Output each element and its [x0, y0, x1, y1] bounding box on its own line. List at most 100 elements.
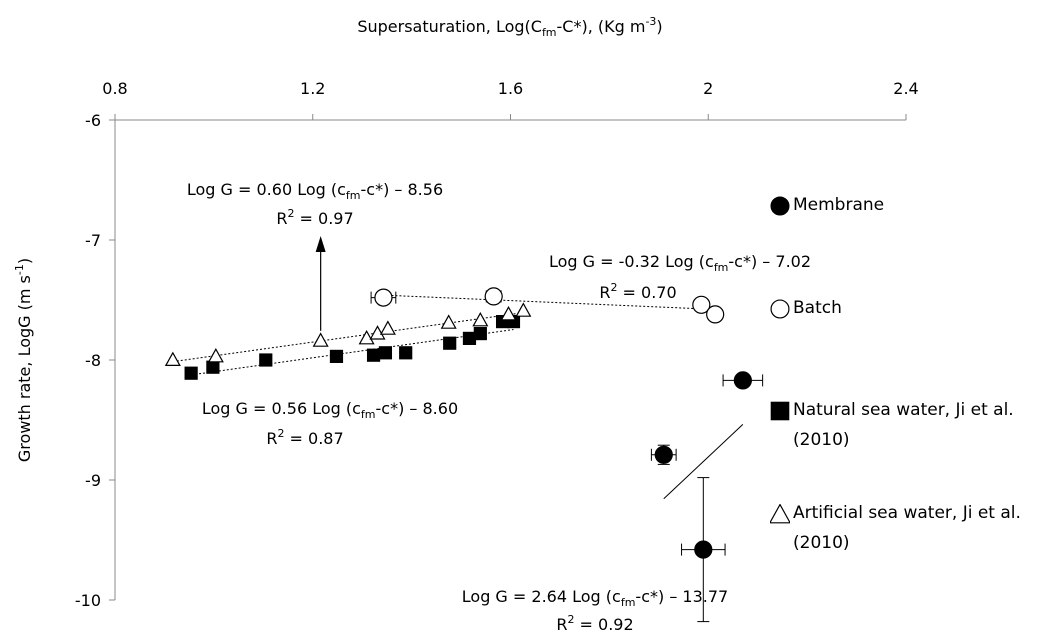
- annotation-part: fm: [714, 261, 729, 274]
- point: [654, 445, 673, 464]
- annotation: R2 = 0.87: [266, 427, 343, 448]
- annotation-part: = 0.87: [284, 429, 343, 448]
- legend-label: Batch: [793, 298, 842, 318]
- trend-line: [172, 312, 524, 363]
- point: [770, 504, 790, 524]
- annotation: R2 = 0.92: [556, 613, 633, 634]
- point: [259, 353, 273, 367]
- point: [207, 347, 224, 363]
- point: [184, 366, 198, 380]
- point: [366, 348, 381, 362]
- arrow-head: [315, 236, 326, 252]
- point: [374, 288, 393, 307]
- x-axis-title-part: Supersaturation, Log(C: [357, 17, 542, 36]
- point: [472, 311, 489, 327]
- point: [329, 349, 344, 363]
- legend-marker: [770, 401, 790, 421]
- x-axis-title-part: -3: [645, 15, 656, 28]
- point: [770, 401, 790, 421]
- point: [770, 299, 790, 319]
- point: [500, 305, 517, 321]
- point: [369, 325, 386, 340]
- annotation-part: R: [599, 283, 610, 302]
- point: [378, 346, 393, 360]
- x-tick-label: 0.8: [102, 79, 127, 98]
- point: [379, 320, 396, 335]
- trend-line: [383, 294, 716, 310]
- annotation-part: 2: [277, 427, 284, 440]
- annotation-part: fm: [361, 408, 376, 421]
- y-tick-label: -7: [85, 231, 101, 250]
- annotation: Log G = -0.32 Log (cfm-c*) – 7.02: [549, 252, 811, 274]
- y-axis-title-part: -1: [13, 264, 26, 275]
- y-tick-label: -10: [75, 591, 101, 610]
- point: [462, 331, 477, 345]
- legend-label: Membrane: [793, 195, 885, 215]
- point: [694, 540, 713, 559]
- point: [399, 346, 413, 360]
- annotation-part: -c*) – 7.02: [728, 252, 811, 271]
- annotation-part: -c*) – 8.60: [376, 399, 459, 418]
- annotation-part: fm: [621, 596, 636, 609]
- annotation: Log G = 0.56 Log (cfm-c*) – 8.60: [202, 399, 458, 421]
- annotation-part: R: [556, 615, 567, 634]
- x-axis-title: Supersaturation, Log(Cfm-C*), (Kg m-3): [357, 15, 662, 39]
- annotation: Log G = 2.64 Log (cfm-c*) – 13.77: [462, 587, 728, 609]
- point: [733, 371, 752, 390]
- legend-marker: [770, 504, 790, 524]
- annotation-part: 2: [287, 207, 294, 220]
- annotation-part: R: [266, 429, 277, 448]
- y-axis-title-part: Growth rate, LogG (m s: [15, 275, 34, 462]
- y-tick-label: -6: [85, 111, 101, 130]
- annotation-part: = 0.97: [294, 209, 353, 228]
- annotation-part: R: [276, 209, 287, 228]
- annotation: Log G = 0.60 Log (cfm-c*) – 8.56: [187, 180, 443, 202]
- point: [770, 196, 790, 216]
- trend-line: [663, 424, 744, 500]
- x-axis-title-part: fm: [542, 26, 557, 39]
- x-tick-label: 1.6: [498, 79, 523, 98]
- point: [443, 336, 457, 350]
- point: [312, 332, 329, 347]
- y-axis-title-part: ): [15, 258, 34, 264]
- legend-label: Artificial sea water, Ji et al. (2010): [793, 503, 1021, 553]
- point: [164, 351, 181, 366]
- x-tick-label: 1.2: [300, 79, 325, 98]
- legend-item: Natural sea water, Ji et al. (2010): [770, 395, 1043, 455]
- annotation-part: Log G = 0.56 Log (c: [202, 399, 361, 418]
- legend-item: Membrane: [770, 190, 884, 220]
- legend-marker: [770, 196, 790, 216]
- x-axis-title-part: -C*), (Kg m: [557, 17, 646, 36]
- legend-label: Natural sea water, Ji et al. (2010): [793, 400, 1014, 450]
- annotation: R2 = 0.70: [599, 281, 676, 302]
- point: [206, 360, 220, 374]
- annotation-part: Log G = 0.60 Log (c: [187, 180, 346, 199]
- legend-item: Artificial sea water, Ji et al. (2010): [770, 498, 1043, 558]
- point: [440, 314, 457, 329]
- point: [692, 295, 711, 314]
- point: [706, 305, 725, 324]
- annotation-part: fm: [346, 189, 361, 202]
- point: [473, 327, 487, 341]
- annotation-part: 2: [567, 613, 574, 626]
- point: [358, 329, 375, 345]
- annotation: R2 = 0.97: [276, 207, 353, 228]
- y-tick-label: -8: [85, 351, 101, 370]
- y-tick-label: -9: [85, 471, 101, 490]
- annotation-part: = 0.70: [617, 283, 676, 302]
- x-tick-label: 2: [703, 79, 713, 98]
- annotation-part: 2: [610, 281, 617, 294]
- x-tick-label: 2.4: [893, 79, 918, 98]
- point: [515, 302, 532, 317]
- y-axis-title: Growth rate, LogG (m s-1): [13, 258, 34, 462]
- legend-marker: [770, 299, 790, 319]
- annotation-part: Log G = -0.32 Log (c: [549, 252, 714, 271]
- annotation-part: = 0.92: [574, 615, 633, 634]
- legend-item: Batch: [770, 293, 842, 323]
- annotation-part: Log G = 2.64 Log (c: [462, 587, 621, 606]
- annotation-part: -c*) – 13.77: [635, 587, 728, 606]
- point: [484, 287, 503, 306]
- x-axis-title-part: ): [656, 17, 662, 36]
